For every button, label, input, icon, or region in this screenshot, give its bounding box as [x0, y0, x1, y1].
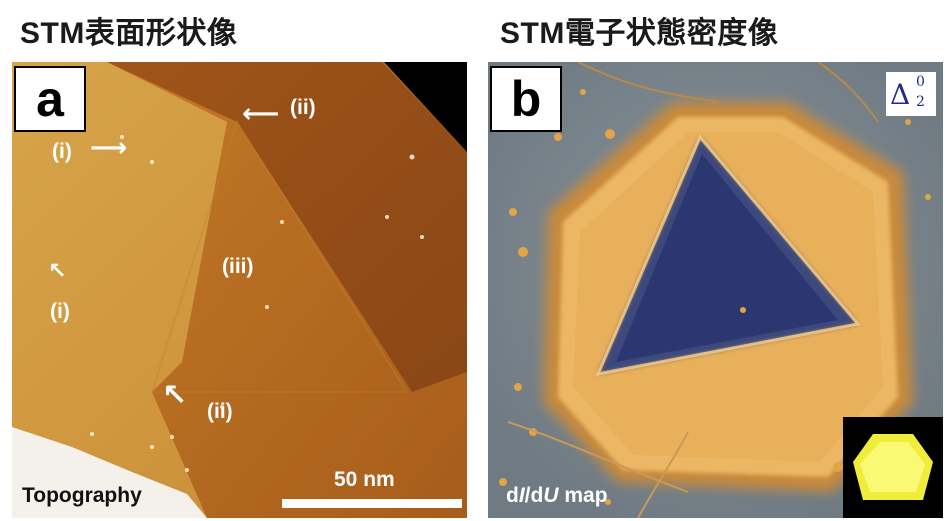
- caption-d2: /d: [524, 484, 544, 507]
- arrow-i-left: ↖: [48, 258, 67, 283]
- panel-label-b: b: [490, 66, 562, 132]
- caption-U: U: [543, 484, 559, 507]
- arrow-ii-top: ⟵: [242, 98, 280, 128]
- topography-image: a (i) ⟶ (ii) ⟵ (iii) ↖ (i) ↖ (ii) 50 nm …: [12, 62, 467, 518]
- delta-label: Δ 0 2: [886, 72, 936, 116]
- didu-map-image: b Δ 0 2 dI/dU map: [488, 62, 943, 518]
- scale-bar-label: 50 nm: [334, 468, 395, 491]
- arrow-i-top: ⟶: [90, 132, 128, 162]
- arrow-ii-bottom: ↖: [162, 379, 188, 412]
- delta-superscript: 0: [916, 74, 925, 90]
- annotation-i-top: (i): [52, 140, 72, 163]
- annotation-iii: (iii): [222, 255, 254, 278]
- delta-subscript: 2: [916, 94, 925, 110]
- panel-label-a: a: [14, 66, 86, 132]
- delta-symbol: Δ: [890, 78, 911, 111]
- caption-map: map: [558, 484, 608, 507]
- right-title: STM電子状態密度像: [500, 17, 779, 50]
- left-title: STM表面形状像: [20, 17, 238, 50]
- annotation-ii-top: (ii): [290, 96, 316, 119]
- caption-I: I: [518, 484, 525, 507]
- topography-caption: Topography: [22, 484, 142, 507]
- caption-d1: d: [506, 484, 519, 507]
- didu-caption: dI/dU map: [506, 484, 608, 508]
- annotation-ii-bottom: (ii): [207, 400, 233, 423]
- annotation-i-left: (i): [50, 300, 70, 323]
